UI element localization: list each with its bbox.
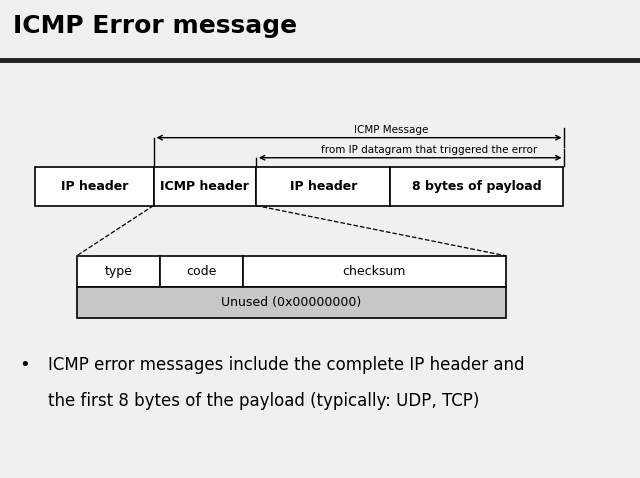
- Text: type: type: [104, 265, 132, 278]
- Bar: [256, 167, 390, 206]
- Text: ICMP Error message: ICMP Error message: [13, 14, 297, 38]
- Text: checksum: checksum: [342, 265, 406, 278]
- Text: ICMP Message: ICMP Message: [354, 125, 428, 135]
- Bar: [35, 167, 154, 206]
- Text: from IP datagram that triggered the error: from IP datagram that triggered the erro…: [321, 145, 538, 155]
- Bar: [160, 256, 243, 287]
- Bar: [390, 167, 563, 206]
- Text: code: code: [186, 265, 217, 278]
- Bar: [77, 256, 160, 287]
- Text: IP header: IP header: [289, 180, 357, 193]
- Text: ICMP error messages include the complete IP header and: ICMP error messages include the complete…: [48, 356, 525, 374]
- Text: the first 8 bytes of the payload (typically: UDP, TCP): the first 8 bytes of the payload (typica…: [48, 392, 479, 410]
- Text: IP header: IP header: [61, 180, 128, 193]
- Text: ICMP header: ICMP header: [161, 180, 249, 193]
- Text: •: •: [19, 356, 30, 374]
- Bar: [154, 167, 256, 206]
- Text: Unused (0x00000000): Unused (0x00000000): [221, 296, 362, 309]
- Bar: [243, 256, 506, 287]
- Bar: [77, 287, 506, 318]
- Text: 8 bytes of payload: 8 bytes of payload: [412, 180, 541, 193]
